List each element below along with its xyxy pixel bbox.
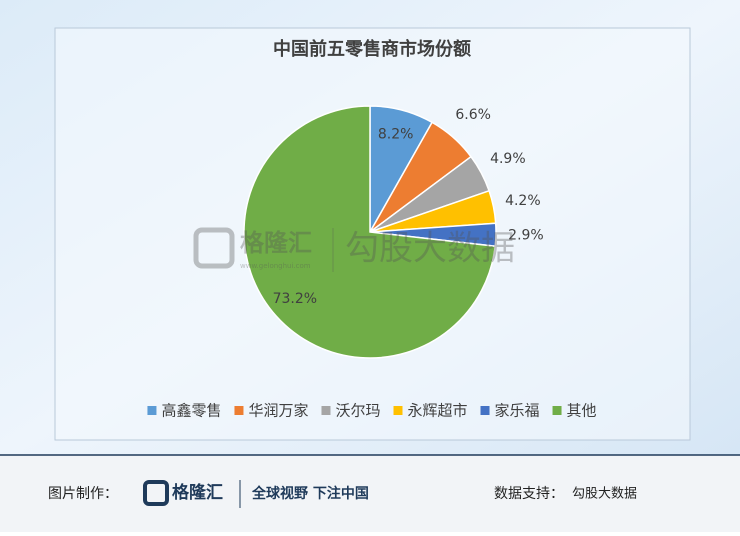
legend-swatch bbox=[552, 406, 562, 415]
pie-slice bbox=[243, 105, 497, 359]
legend-label: 高鑫零售 bbox=[161, 402, 221, 420]
footer-slogan: 全球视野 下注中国 bbox=[251, 485, 369, 502]
legend-label: 其他 bbox=[567, 402, 597, 420]
footer-logo bbox=[143, 480, 169, 506]
footer-data-label: 数据支持： bbox=[494, 486, 564, 502]
legend-label: 华润万家 bbox=[248, 402, 308, 420]
watermark-url: www.gelonghui.com bbox=[240, 262, 311, 270]
legend-swatch bbox=[321, 406, 331, 415]
footer-bg bbox=[0, 455, 740, 532]
legend-swatch bbox=[147, 406, 157, 415]
data-label: 2.9% bbox=[508, 227, 544, 243]
footer-made-by: 图片制作： bbox=[48, 486, 118, 502]
legend-label: 永辉超市 bbox=[408, 402, 468, 420]
legend-swatch bbox=[480, 406, 490, 415]
data-label: 4.2% bbox=[505, 193, 541, 209]
watermark: 格隆汇 www.gelonghui.com 勾股大数据 bbox=[193, 227, 515, 272]
watermark-partner: 勾股大数据 bbox=[345, 229, 515, 269]
legend: 高鑫零售 华润万家 沃尔玛 永辉超市 家乐福 其他 bbox=[147, 402, 597, 420]
watermark-logo bbox=[193, 227, 235, 269]
legend-label: 家乐福 bbox=[495, 402, 540, 420]
data-label: 6.6% bbox=[455, 107, 491, 123]
pie: 8.2% 6.6% 4.9% 4.2% 2.9% 73.2% bbox=[243, 105, 544, 359]
legend-swatch bbox=[234, 406, 244, 415]
legend-swatch bbox=[393, 406, 403, 415]
chart-title: 中国前五零售商市场份额 bbox=[273, 38, 471, 60]
data-label: 4.9% bbox=[490, 151, 526, 167]
footer-brand: 格隆汇 bbox=[172, 482, 223, 503]
data-label: 73.2% bbox=[273, 291, 317, 307]
watermark-brand: 格隆汇 bbox=[240, 229, 312, 257]
data-label: 8.2% bbox=[378, 127, 414, 143]
legend-label: 沃尔玛 bbox=[335, 402, 380, 420]
footer-data-source: 勾股大数据 bbox=[572, 487, 637, 502]
